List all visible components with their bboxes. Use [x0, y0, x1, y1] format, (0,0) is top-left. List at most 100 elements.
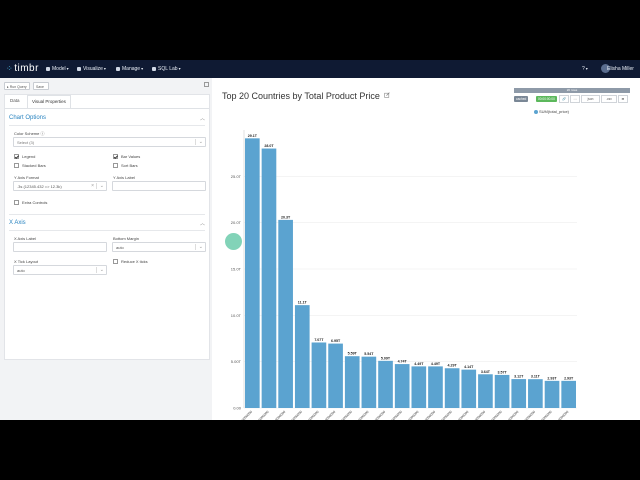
- model-icon: [46, 66, 50, 71]
- legend-label: SUM(total_price): [539, 109, 570, 114]
- stacked-bars-checkbox[interactable]: [14, 163, 19, 168]
- color-scheme-select[interactable]: Select (3) ⌄: [13, 137, 206, 147]
- divider: [9, 214, 205, 215]
- color-scheme-value: Select (3): [17, 140, 35, 145]
- legend-label: Legend: [22, 154, 36, 159]
- bar-value-label: 4.49T: [431, 362, 441, 366]
- bar[interactable]: [511, 379, 527, 408]
- bar[interactable]: [244, 138, 260, 408]
- panel-tabs: Data Visual Properties: [5, 95, 209, 109]
- bar[interactable]: [311, 342, 327, 408]
- bar[interactable]: [278, 219, 293, 408]
- chevron-up-icon[interactable]: ︿: [200, 221, 206, 227]
- bar[interactable]: [378, 360, 393, 408]
- chart-container: Top 20 Countries by Total Product Price …: [212, 78, 640, 420]
- bar[interactable]: [444, 368, 460, 408]
- select-divider: [195, 139, 196, 145]
- legend-dot-icon: [534, 109, 538, 114]
- bottom-margin-value: auto: [116, 245, 124, 250]
- tab-data[interactable]: Data: [10, 98, 20, 103]
- bar-value-label: 4.29T: [448, 364, 458, 368]
- y-axis-format-label: Y Axis Format: [14, 175, 39, 180]
- run-query-button[interactable]: ▸ Run Query: [4, 82, 30, 90]
- bottom-margin-select[interactable]: auto ⌄: [112, 242, 206, 252]
- bar-value-label: 5.59T: [348, 352, 358, 356]
- more-button[interactable]: ⋯: [570, 95, 580, 103]
- x-tick-layout-value: auto: [17, 268, 25, 273]
- select-divider: [96, 267, 97, 273]
- bar-values-label: Bar Values: [121, 154, 141, 159]
- sql-icon: [152, 66, 156, 71]
- csv-button[interactable]: .csv: [601, 95, 617, 103]
- x-tick-label: Ongolia - 1000000000000: [222, 410, 253, 420]
- bar[interactable]: [361, 356, 377, 408]
- nav-model[interactable]: Model▾: [46, 66, 69, 72]
- chart-legend[interactable]: SUM(total_price): [534, 109, 569, 114]
- nav-visualize[interactable]: Visualize▾: [77, 66, 106, 72]
- manage-icon: [116, 66, 120, 71]
- bar-chart: 0.00 5.00T 10.0T 15.0T 20.0T 25.0T 29.1T Ongoli…: [222, 130, 577, 420]
- bar[interactable]: [478, 374, 493, 408]
- reduce-x-ticks-checkbox[interactable]: [113, 259, 118, 264]
- reduce-x-ticks-label: Reduce X ticks: [121, 259, 148, 264]
- y-tick-label: 25.0T: [231, 174, 242, 179]
- chevron-down-icon: ⌄: [198, 139, 203, 145]
- y-axis-label-label: Y Axis Label: [113, 175, 135, 180]
- save-button[interactable]: Save: [33, 82, 49, 90]
- x-axis-title[interactable]: X Axis: [9, 220, 26, 226]
- user-avatar[interactable]: [601, 64, 610, 73]
- row-count-strip: 20 rows: [514, 88, 630, 93]
- bar-value-label: 11.1T: [298, 301, 308, 305]
- bar[interactable]: [294, 305, 310, 408]
- tab-visual-properties[interactable]: Visual Properties: [27, 95, 71, 108]
- bar-value-label: 4.49T: [414, 362, 424, 366]
- bar[interactable]: [528, 379, 543, 408]
- bar[interactable]: [428, 366, 443, 408]
- timbr-logo[interactable]: ⁘timbr: [6, 63, 39, 74]
- json-button[interactable]: json: [581, 95, 600, 103]
- bar-values-checkbox[interactable]: [113, 154, 118, 159]
- bar-value-label: 7.07T: [314, 338, 324, 342]
- y-tick-label: 0.00: [233, 406, 242, 411]
- x-tick-layout-select[interactable]: auto ⌄: [13, 265, 107, 275]
- y-tick-label: 5.00T: [231, 359, 242, 364]
- chevron-down-icon: ⌄: [198, 244, 203, 250]
- help-icon[interactable]: ?▾: [582, 66, 588, 72]
- chart-options-title[interactable]: Chart Options: [9, 115, 47, 121]
- user-name[interactable]: Elisha Miller: [607, 66, 634, 72]
- select-divider: [195, 244, 196, 250]
- bar[interactable]: [411, 366, 427, 408]
- expand-icon[interactable]: [204, 82, 209, 87]
- bar-value-label: 3.57T: [497, 370, 507, 374]
- chart-title: Top 20 Countries by Total Product Price: [222, 91, 380, 101]
- nav-manage[interactable]: Manage▾: [116, 66, 143, 72]
- extra-controls-label: Extra Controls: [22, 200, 48, 205]
- bar[interactable]: [494, 374, 510, 408]
- bar-value-label: 3.12T: [514, 375, 524, 379]
- bar[interactable]: [344, 356, 360, 408]
- y-axis-label-input[interactable]: [112, 181, 206, 191]
- nav-sql-lab[interactable]: SQL Lab▾: [152, 66, 181, 72]
- x-axis-label-input[interactable]: [13, 242, 107, 252]
- legend-checkbox[interactable]: [14, 154, 19, 159]
- bar[interactable]: [561, 380, 577, 408]
- bar[interactable]: [261, 148, 277, 408]
- bottom-margin-label: Bottom Margin: [113, 236, 140, 241]
- bar[interactable]: [544, 380, 560, 408]
- clear-icon[interactable]: ×: [91, 183, 94, 189]
- bar-value-label: 20.3T: [281, 215, 291, 219]
- link-button[interactable]: 🔗: [559, 95, 569, 103]
- y-axis-format-select[interactable]: .3s (12345.432 => 12.3k) × ⌄: [13, 181, 107, 191]
- bar-value-label: 2.93T: [547, 376, 557, 380]
- chevron-up-icon[interactable]: ︿: [200, 116, 206, 122]
- bar-value-label: 5.09T: [381, 356, 391, 360]
- expand-button[interactable]: ⊞: [618, 95, 628, 103]
- bar-value-label: 5.54T: [364, 352, 374, 356]
- edit-icon[interactable]: [384, 92, 390, 98]
- y-tick-label: 20.0T: [231, 220, 242, 225]
- extra-controls-checkbox[interactable]: [14, 200, 19, 205]
- sort-bars-checkbox[interactable]: [113, 163, 118, 168]
- bar[interactable]: [394, 364, 410, 408]
- bar[interactable]: [328, 343, 343, 408]
- bar[interactable]: [461, 369, 477, 408]
